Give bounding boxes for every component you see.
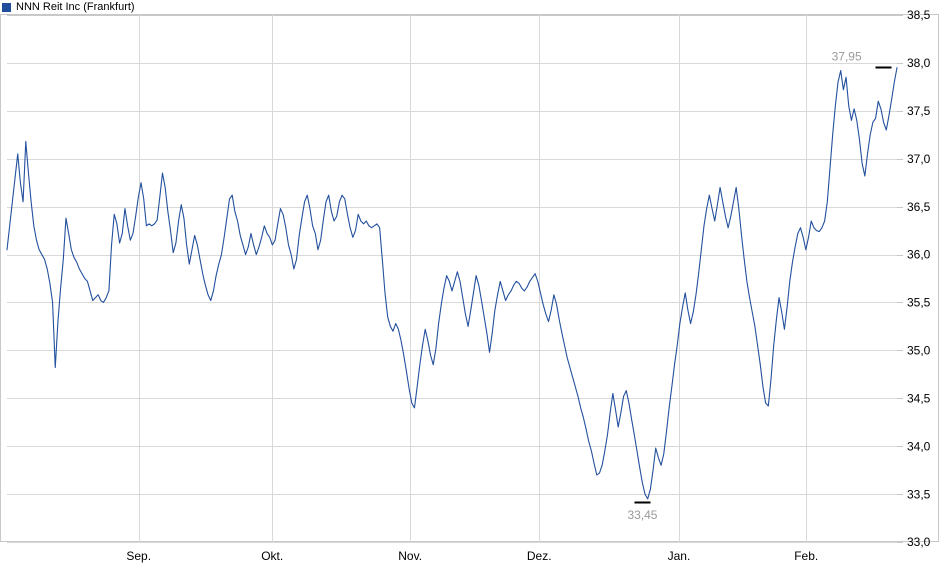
x-axis-tick-label: Dez.: [527, 549, 552, 563]
x-axis-tick-label: Sep.: [126, 549, 151, 563]
chart-legend: NNN Reit Inc (Frankfurt): [0, 0, 135, 14]
x-axis-tick-label: Jan.: [668, 549, 691, 563]
x-axis-labels: Sep. Okt. Nov. Dez. Jan. Feb.: [126, 549, 818, 563]
legend-swatch-icon: [2, 2, 11, 12]
legend-series-label: NNN Reit Inc (Frankfurt): [16, 0, 135, 13]
x-axis-tick-label: Nov.: [398, 549, 422, 563]
chart-plot-frame: [0, 14, 939, 542]
x-axis-tick-label: Feb.: [794, 549, 818, 563]
x-axis-tick-label: Okt.: [261, 549, 283, 563]
